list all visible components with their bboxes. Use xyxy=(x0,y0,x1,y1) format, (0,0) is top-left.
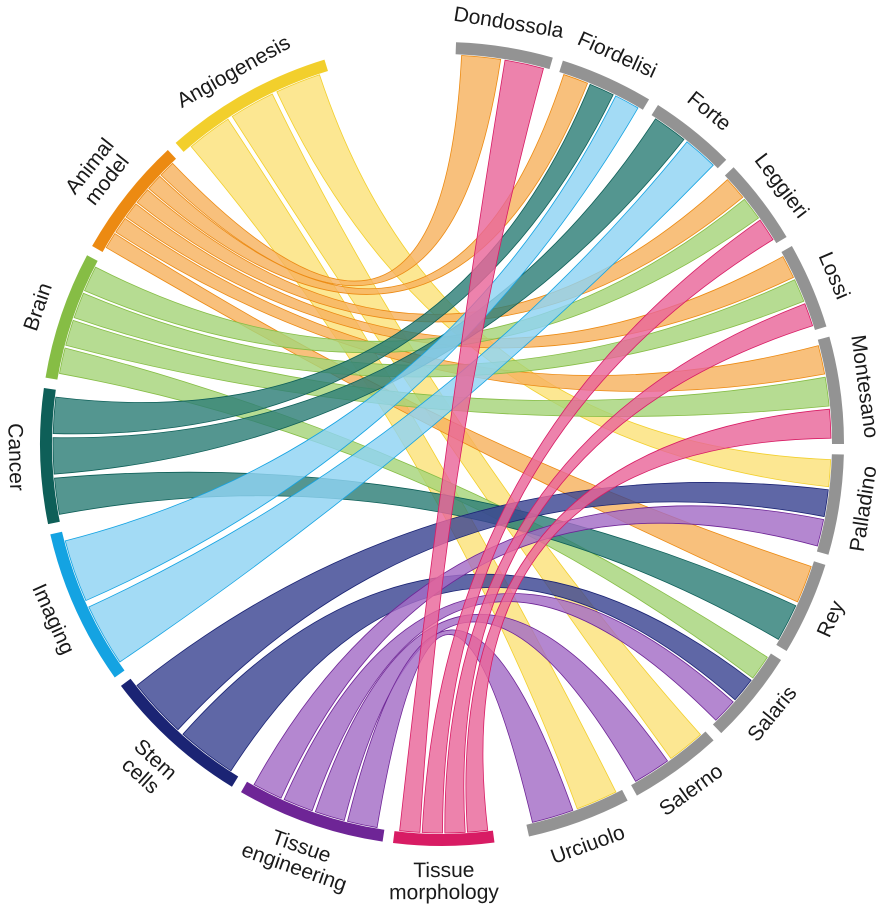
arc-rey xyxy=(776,561,826,652)
arc-montesano xyxy=(817,336,844,444)
ribbon-tissue-morph-dondossola xyxy=(399,59,544,833)
ribbon-imaging-fiordelisi xyxy=(64,95,639,602)
arc-urciuolo xyxy=(526,789,628,837)
arc-lossi xyxy=(781,246,827,330)
arc-leggieri xyxy=(724,167,787,244)
label-cancer: Cancer xyxy=(3,423,28,491)
label-lossi: Lossi xyxy=(814,249,854,303)
ribbon-tissue-morph-montesano xyxy=(465,408,832,833)
label-montesano: Montesano xyxy=(846,333,883,439)
ribbon-cancer-fiordelisi xyxy=(52,83,614,435)
label-rey: Rey xyxy=(813,597,849,641)
label-stem: Stemcells xyxy=(115,735,182,801)
arc-angio xyxy=(175,59,328,152)
ribbon-cancer-forte xyxy=(52,118,685,475)
arc-imaging xyxy=(50,531,125,678)
arc-dondossola xyxy=(455,42,553,70)
ribbon-imaging-forte xyxy=(88,141,714,663)
ribbon-brain-leggieri xyxy=(83,198,760,353)
arc-salerno xyxy=(631,731,714,796)
ribbon-brain-salaris xyxy=(58,347,768,679)
arc-tissue-morph xyxy=(393,830,495,846)
arc-palladino xyxy=(816,454,844,555)
ribbon-tissue-morph-lossi xyxy=(444,303,814,834)
arc-tissue-eng xyxy=(241,781,385,842)
label-brain: Brain xyxy=(19,280,57,334)
ribbon-cancer-rey xyxy=(54,471,797,640)
arc-cancer xyxy=(39,388,60,525)
arc-salaris xyxy=(712,653,782,734)
ribbon-animal-dondossola xyxy=(160,55,502,287)
label-tissue-morph: Tissue morphology xyxy=(389,859,499,905)
arcs-layer xyxy=(39,42,844,846)
arc-forte xyxy=(651,104,727,169)
arc-fiordelisi xyxy=(559,60,650,110)
arc-animal xyxy=(92,149,177,252)
arc-stem xyxy=(120,678,239,787)
label-dondossola: Dondossola xyxy=(452,3,565,43)
ribbon-animal-leggieri xyxy=(136,179,744,323)
label-palladino: Palladino xyxy=(846,464,882,553)
ribbons-layer xyxy=(52,55,832,834)
ribbon-animal-lossi xyxy=(125,203,795,349)
arc-brain xyxy=(45,255,98,380)
ribbon-tissue-morph-leggieri xyxy=(421,219,774,834)
ribbon-stem-palladino xyxy=(136,482,829,731)
